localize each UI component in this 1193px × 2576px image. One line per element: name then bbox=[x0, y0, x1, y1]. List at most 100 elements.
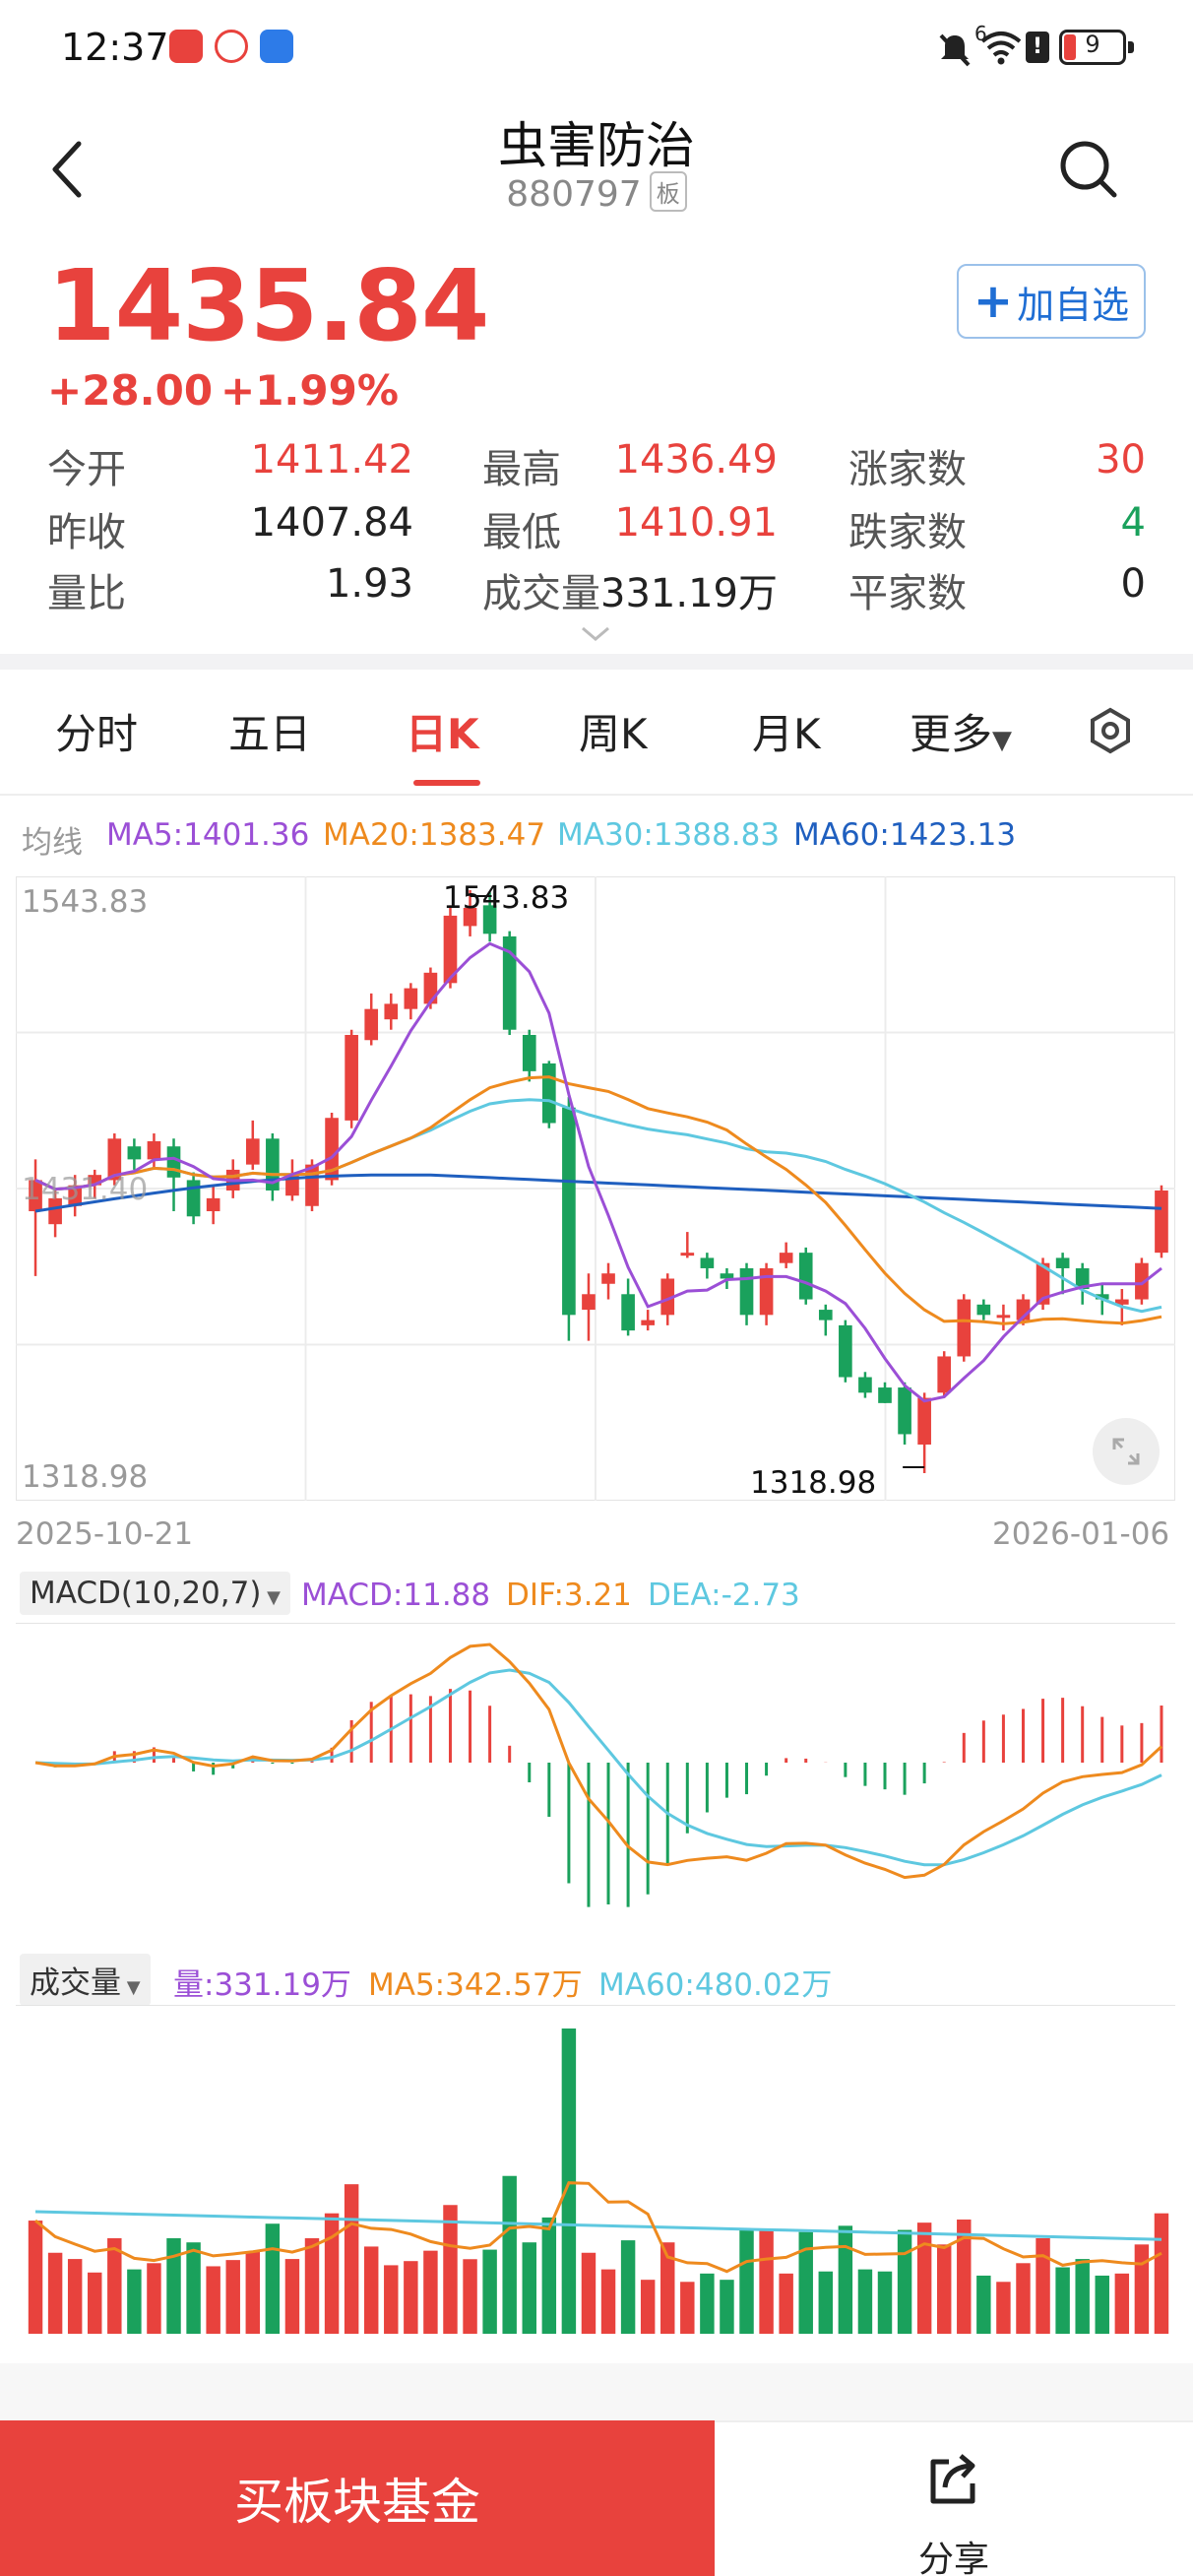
candle-body bbox=[898, 1387, 911, 1435]
macd-chart[interactable] bbox=[16, 1623, 1175, 1948]
volume-bar bbox=[640, 2280, 656, 2334]
back-arrow-icon[interactable] bbox=[47, 138, 87, 201]
volume-bar bbox=[127, 2269, 142, 2334]
date-end-label: 2026-01-06 bbox=[992, 1516, 1170, 1552]
candle-body bbox=[245, 1138, 260, 1165]
volume-selector-label: 成交量 bbox=[30, 1965, 121, 2001]
volume-bar bbox=[1016, 2263, 1031, 2334]
volume-bar bbox=[463, 2259, 477, 2334]
status-bar: 12:37 6 ! 9 bbox=[0, 0, 1193, 98]
volume-bar bbox=[363, 2246, 379, 2334]
volume-bar bbox=[561, 2029, 577, 2334]
tab-monthly-k[interactable]: 月K bbox=[752, 710, 821, 758]
page-title: 虫害防治 bbox=[498, 117, 695, 174]
dropdown-caret-icon: ▼ bbox=[992, 726, 1013, 755]
volume-bar bbox=[581, 2252, 596, 2334]
candle-body bbox=[839, 1324, 852, 1378]
expand-chevron-icon[interactable] bbox=[579, 624, 612, 644]
volume-bar bbox=[1075, 2259, 1090, 2334]
dropdown-caret-icon: ▼ bbox=[261, 1587, 282, 1608]
volume-bar bbox=[324, 2213, 340, 2334]
ma20-value: MA20:1383.47 bbox=[323, 817, 546, 853]
candle-body bbox=[29, 1180, 42, 1212]
volume-bar bbox=[107, 2237, 122, 2334]
candle-body bbox=[957, 1299, 972, 1357]
volume-bar bbox=[877, 2271, 893, 2334]
y-axis-top-label: 1543.83 bbox=[22, 884, 149, 920]
volume-bar bbox=[225, 2260, 240, 2334]
candle-body bbox=[384, 1003, 399, 1020]
candle-body bbox=[107, 1138, 122, 1181]
candle-body bbox=[937, 1356, 952, 1393]
volume-chart[interactable] bbox=[16, 2005, 1175, 2334]
volume-bar bbox=[1095, 2275, 1109, 2334]
stat-label: 量比 bbox=[47, 571, 126, 616]
ma30-line bbox=[34, 1098, 1162, 1314]
dropdown-caret-icon: ▼ bbox=[121, 1977, 141, 1998]
active-tab-indicator bbox=[413, 780, 480, 786]
volume-bar bbox=[818, 2271, 834, 2334]
volume-bar bbox=[147, 2263, 161, 2334]
candle-body bbox=[345, 1034, 358, 1121]
share-label: 分享 bbox=[917, 2540, 989, 2576]
ma60-value: MA60:1423.13 bbox=[793, 817, 1017, 853]
volume-value: 量:331.19万 bbox=[173, 1967, 351, 2003]
buy-sector-fund-button[interactable]: 买板块基金 bbox=[0, 2420, 715, 2576]
expand-icon bbox=[1112, 1438, 1140, 1465]
volume-bar bbox=[680, 2282, 695, 2334]
volume-bar bbox=[443, 2205, 458, 2334]
candle-body bbox=[423, 972, 438, 1004]
share-button[interactable]: 分享 bbox=[715, 2420, 1193, 2576]
ma5-value: MA5:1401.36 bbox=[106, 817, 310, 853]
volume-selector[interactable]: 成交量 ▼ bbox=[20, 1954, 151, 2006]
price-change: +28.00 bbox=[47, 366, 214, 415]
candle-body bbox=[522, 1034, 536, 1071]
candle-body bbox=[680, 1253, 695, 1256]
macd-selector-label: MACD(10,20,7) bbox=[30, 1576, 262, 1611]
search-icon[interactable] bbox=[1057, 138, 1120, 201]
kline-chart[interactable] bbox=[16, 876, 1175, 1501]
macd-selector[interactable]: MACD(10,20,7) ▼ bbox=[20, 1572, 291, 1615]
stat-label: 最高 bbox=[482, 447, 561, 492]
candle-body bbox=[641, 1320, 655, 1325]
volume-bar bbox=[720, 2280, 734, 2334]
volume-bar bbox=[1154, 2213, 1169, 2334]
stat-label: 跌家数 bbox=[848, 510, 967, 555]
volume-bar bbox=[304, 2237, 320, 2334]
tab-daily-k[interactable]: 日K bbox=[406, 710, 479, 758]
settings-hexagon-icon[interactable] bbox=[1087, 707, 1134, 754]
candle-body bbox=[443, 915, 458, 984]
candle-body bbox=[364, 1008, 379, 1041]
share-icon bbox=[930, 2454, 975, 2504]
tab-five-day[interactable]: 五日 bbox=[228, 710, 312, 758]
ma-legend-label: 均线 bbox=[22, 825, 83, 861]
volume-bar bbox=[166, 2237, 181, 2334]
tab-weekly-k[interactable]: 周K bbox=[579, 710, 648, 758]
candle-body bbox=[878, 1387, 892, 1403]
stat-label: 今开 bbox=[47, 447, 126, 492]
candle-body bbox=[502, 935, 517, 1030]
volume-bar bbox=[779, 2273, 793, 2334]
dea-value: DEA:-2.73 bbox=[648, 1578, 800, 1613]
candle-body bbox=[1115, 1299, 1129, 1305]
volume-bar bbox=[1134, 2244, 1150, 2334]
candle-body bbox=[996, 1315, 1011, 1319]
tab-intraday[interactable]: 分时 bbox=[55, 710, 139, 758]
tab-more[interactable]: 更多▼ bbox=[910, 701, 1012, 761]
stat-value: 1407.84 bbox=[250, 500, 413, 546]
candle-body bbox=[206, 1197, 220, 1212]
plus-icon: + bbox=[973, 274, 1014, 329]
fullscreen-button[interactable] bbox=[1093, 1418, 1160, 1485]
volume-ma5-value: MA5:342.57万 bbox=[368, 1967, 583, 2003]
candle-body bbox=[858, 1377, 872, 1393]
add-watchlist-button[interactable]: + 加自选 bbox=[957, 264, 1146, 339]
volume-bar bbox=[404, 2261, 418, 2334]
status-time: 12:37 bbox=[61, 26, 169, 69]
candle-body bbox=[404, 988, 418, 1009]
volume-bar bbox=[600, 2269, 616, 2334]
ma5-line bbox=[34, 941, 1162, 1403]
stat-value: 30 bbox=[1096, 437, 1146, 483]
volume-bar bbox=[502, 2175, 517, 2334]
candle-body bbox=[621, 1294, 635, 1331]
low-marker-label: 1318.98 bbox=[750, 1465, 877, 1501]
